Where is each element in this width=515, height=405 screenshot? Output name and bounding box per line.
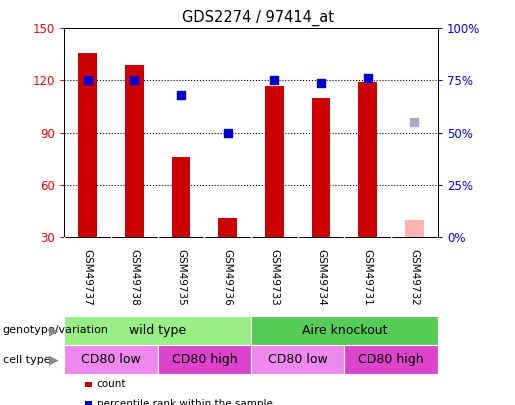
Bar: [64, 345, 158, 374]
Bar: [358, 82, 377, 237]
Point: [270, 77, 279, 84]
Text: cell type: cell type: [3, 355, 50, 364]
Text: CD80 low: CD80 low: [81, 353, 141, 366]
Text: GSM49737: GSM49737: [83, 249, 93, 305]
Bar: [265, 86, 284, 237]
Bar: [405, 220, 424, 237]
Point: [364, 75, 372, 82]
Text: ▶: ▶: [48, 353, 58, 366]
Point: [130, 77, 139, 84]
Bar: [312, 98, 331, 237]
Text: percentile rank within the sample: percentile rank within the sample: [97, 399, 273, 405]
Point: [177, 92, 185, 98]
Text: count: count: [97, 379, 126, 389]
Bar: [158, 345, 251, 374]
Text: ▶: ▶: [48, 324, 58, 337]
Text: GSM49735: GSM49735: [176, 249, 186, 305]
Point: [224, 130, 232, 136]
Bar: [64, 316, 251, 345]
Text: GSM49734: GSM49734: [316, 249, 326, 305]
Text: wild type: wild type: [129, 324, 186, 337]
Point: [83, 77, 92, 84]
Point: [410, 119, 419, 126]
Bar: [251, 316, 438, 345]
Bar: [345, 345, 438, 374]
Bar: [218, 218, 237, 237]
Bar: [251, 345, 345, 374]
Text: CD80 low: CD80 low: [268, 353, 328, 366]
Bar: [78, 53, 97, 237]
Bar: [171, 157, 191, 237]
Bar: [125, 65, 144, 237]
Text: CD80 high: CD80 high: [171, 353, 237, 366]
Text: CD80 high: CD80 high: [358, 353, 424, 366]
Text: GSM49733: GSM49733: [269, 249, 280, 305]
Text: GSM49738: GSM49738: [129, 249, 140, 305]
Text: genotype/variation: genotype/variation: [3, 326, 109, 335]
Text: Aire knockout: Aire knockout: [302, 324, 387, 337]
Text: GSM49736: GSM49736: [222, 249, 233, 305]
Text: GSM49732: GSM49732: [409, 249, 419, 305]
Text: GDS2274 / 97414_at: GDS2274 / 97414_at: [181, 10, 334, 26]
Point: [317, 79, 325, 86]
Text: GSM49731: GSM49731: [363, 249, 373, 305]
